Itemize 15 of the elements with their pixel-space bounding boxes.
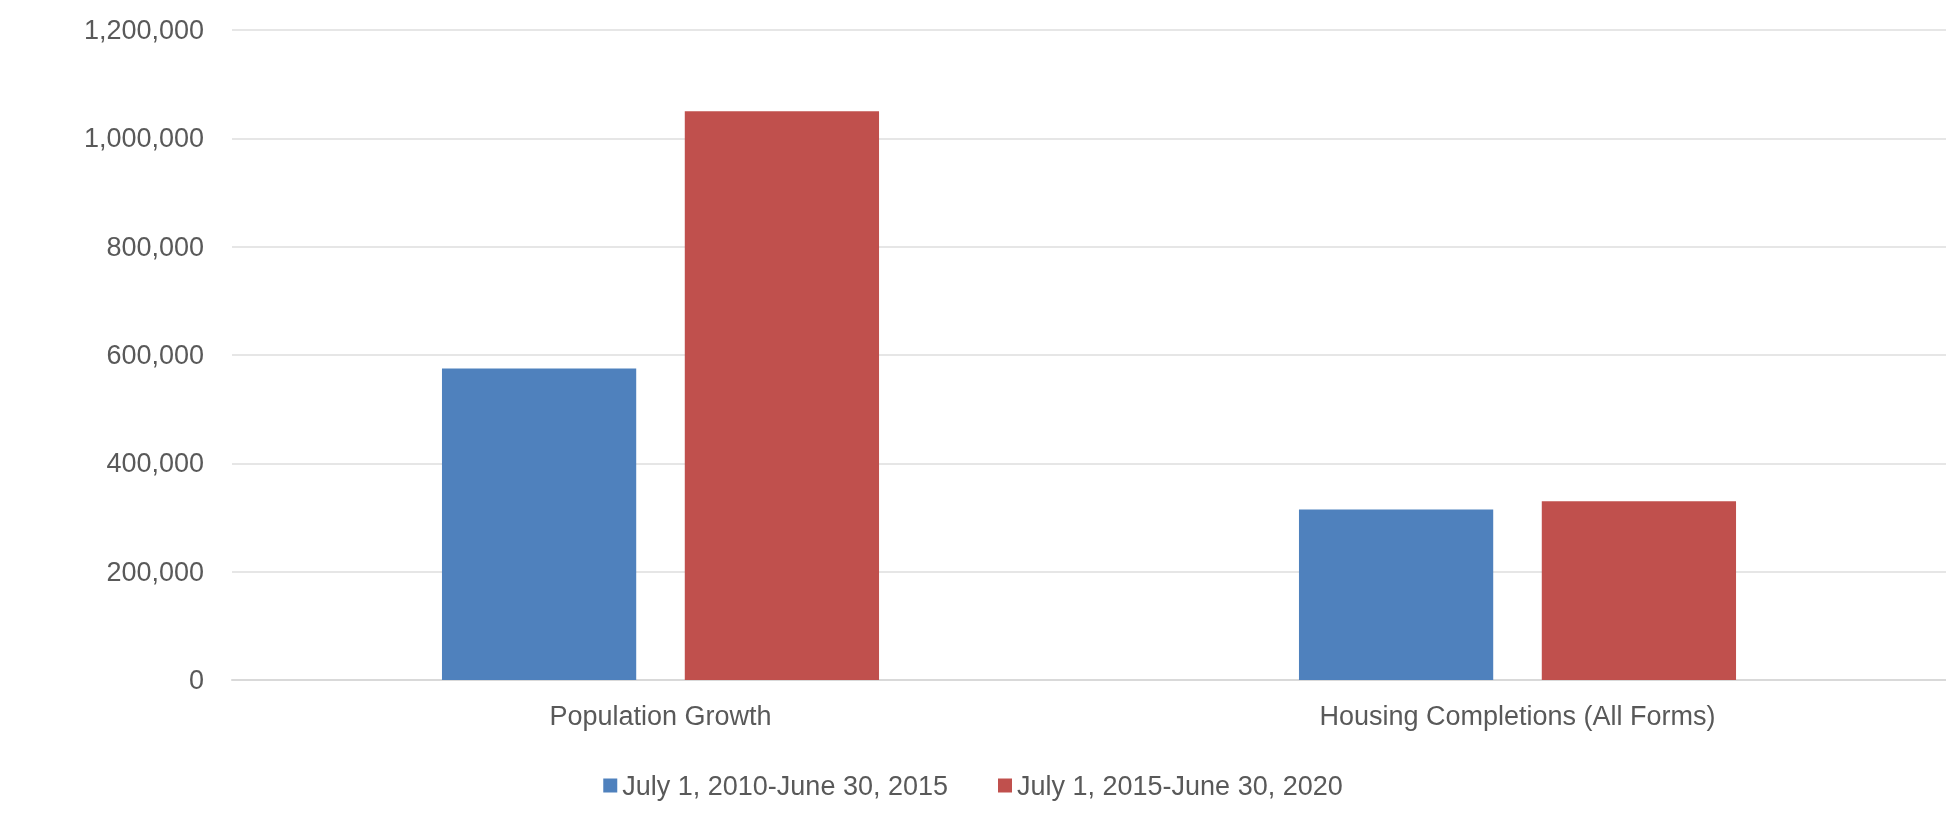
bar <box>684 111 880 680</box>
y-tick-label: 200,000 <box>106 556 204 587</box>
bar <box>441 368 637 680</box>
bar <box>1541 501 1737 680</box>
y-tick-label: 600,000 <box>106 340 204 370</box>
y-tick-label: 800,000 <box>106 231 204 262</box>
y-tick-label: 0 <box>188 665 204 695</box>
x-tick-label: Population Growth <box>549 700 772 731</box>
legend-label: July 1, 2010-June 30, 2015 <box>622 770 949 801</box>
x-tick-label: Housing Completions (All Forms) <box>1319 700 1716 731</box>
y-tick-label: 400,000 <box>106 448 204 479</box>
legend-label: July 1, 2015-June 30, 2020 <box>1017 770 1343 801</box>
y-tick-label: 1,200,000 <box>83 15 204 45</box>
bar <box>1298 509 1494 680</box>
y-tick-label: 1,000,000 <box>83 123 204 154</box>
